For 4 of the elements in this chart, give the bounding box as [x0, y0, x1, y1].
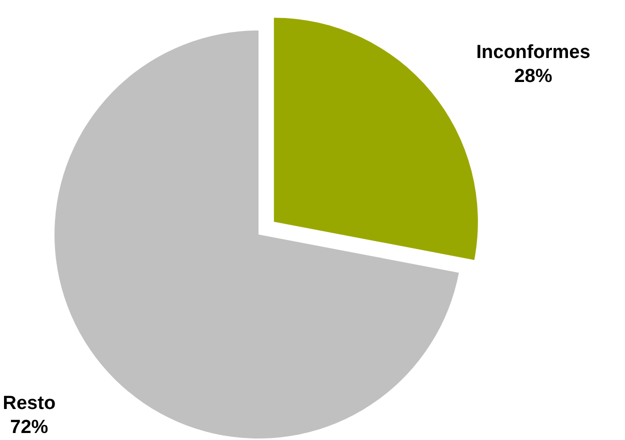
slice-label: Inconformes	[476, 42, 590, 64]
data-label: 28%	[514, 66, 552, 88]
data-label: 72%	[10, 417, 48, 438]
slice-label: Resto	[2, 393, 56, 414]
